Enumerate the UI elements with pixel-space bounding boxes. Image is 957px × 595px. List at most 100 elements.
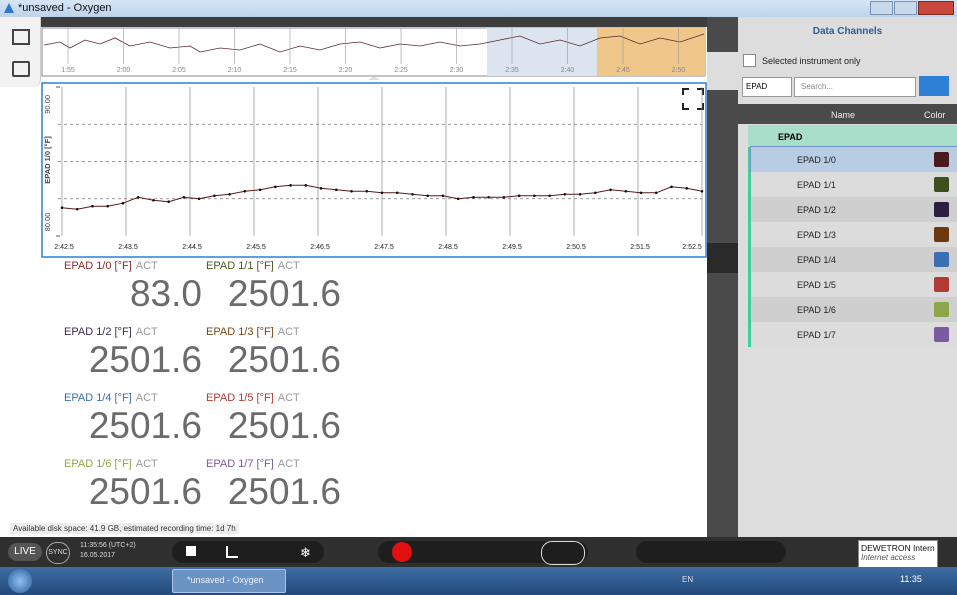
- channel-row[interactable]: EPAD 1/4: [751, 247, 957, 272]
- x-tick-label: 2:49.5: [502, 244, 522, 251]
- data-point: [472, 195, 475, 199]
- taskbar: *unsaved - Oxygen EN 11:35: [0, 567, 957, 595]
- channel-row[interactable]: EPAD 1/7: [751, 322, 957, 347]
- display-mode: ACT: [135, 326, 158, 338]
- chart-frame: [41, 82, 707, 258]
- overview-selection[interactable]: [597, 28, 705, 76]
- digital-displays: EPAD 1/0 [°F] ACT 83.0 EPAD 1/1 [°F] ACT 2501…: [40, 258, 707, 528]
- charts: 1:55 2:00 2:05 2:10 2:15 2:20 2:25 2:30 2:35 2:40…: [41, 27, 707, 258]
- status-text: Available disk space: 41.9 GB, estimated…: [10, 523, 239, 534]
- data-point: [91, 204, 94, 208]
- channel-list: EPAD 1/0 EPAD 1/1 EPAD 1/2 EPAD 1/3 EPAD 1/4…: [750, 146, 957, 347]
- channel-row[interactable]: EPAD 1/6: [751, 297, 957, 322]
- checkbox[interactable]: [743, 54, 756, 67]
- display-label: EPAD 1/0 [°F] ACT: [64, 260, 158, 272]
- print-button[interactable]: [12, 61, 30, 77]
- windows-button[interactable]: [12, 29, 30, 45]
- data-point: [563, 192, 567, 196]
- channel-row[interactable]: EPAD 1/0: [750, 146, 957, 173]
- start-button[interactable]: [8, 569, 32, 593]
- info-tab[interactable]: [707, 243, 738, 273]
- close-button[interactable]: [918, 1, 954, 15]
- channel-row[interactable]: EPAD 1/2: [751, 197, 957, 222]
- data-point: [289, 184, 292, 187]
- data-point: [700, 190, 704, 193]
- channel-row[interactable]: EPAD 1/5: [751, 272, 957, 297]
- open-button[interactable]: [541, 541, 585, 565]
- data-point: [304, 184, 308, 187]
- sync-button[interactable]: SYNC: [46, 542, 70, 564]
- data-point: [152, 198, 155, 202]
- channel-row[interactable]: EPAD 1/3: [751, 222, 957, 247]
- taskbar-window-button[interactable]: *unsaved - Oxygen: [172, 569, 286, 593]
- minimize-button[interactable]: [870, 1, 894, 15]
- data-point: [639, 191, 643, 195]
- y-axis-label: EPAD 1/0 [°F]: [43, 136, 52, 184]
- data-point: [60, 206, 64, 209]
- display-mode: ACT: [277, 326, 300, 338]
- data-point: [517, 194, 521, 198]
- channel-name: EPAD 1/1: [797, 180, 836, 190]
- x-tick-label: 2:46.5: [310, 244, 330, 251]
- collapse-handle[interactable]: [368, 76, 380, 80]
- channel-color: [934, 202, 949, 217]
- overview-tick-label: 2:05: [172, 67, 186, 74]
- channel-name: EPAD 1/0: [797, 155, 836, 165]
- tooltip: DEWETRON Intern Internet access: [858, 540, 938, 570]
- overview-window[interactable]: [487, 28, 597, 76]
- add-button[interactable]: [919, 76, 949, 96]
- live-button[interactable]: LIVE: [8, 543, 42, 561]
- expand-icon[interactable]: [682, 88, 704, 110]
- channel-name: EPAD 1/6: [797, 305, 836, 315]
- freeze-button[interactable]: ❄: [300, 545, 311, 560]
- search-input[interactable]: Search...: [794, 77, 916, 97]
- data-point: [197, 197, 201, 201]
- channel-name: EPAD 1/2: [797, 205, 836, 215]
- taskbar-clock: 11:35: [900, 574, 922, 584]
- display-label: EPAD 1/4 [°F] ACT: [64, 392, 158, 404]
- data-point: [487, 195, 490, 199]
- record-group: [378, 541, 588, 565]
- data-point: [228, 192, 231, 196]
- maximize-button[interactable]: [894, 1, 918, 15]
- overview-tick-label: 2:50: [672, 67, 686, 74]
- display-mode: ACT: [135, 392, 158, 404]
- display-value: 83.0: [129, 273, 202, 314]
- data-point: [502, 195, 506, 199]
- overview-tick-label: 2:30: [450, 67, 464, 74]
- display-label: EPAD 1/6 [°F] ACT: [64, 458, 158, 470]
- display-value: 2501.6: [88, 405, 202, 446]
- tooltip-title: DEWETRON Intern: [861, 543, 935, 553]
- display-channel: EPAD 1/0 [°F]: [64, 260, 132, 272]
- channel-row[interactable]: EPAD 1/1: [751, 172, 957, 197]
- data-point: [411, 192, 414, 196]
- data-point: [121, 201, 125, 205]
- group-row[interactable]: EPAD: [748, 125, 957, 147]
- lock-button[interactable]: [186, 546, 196, 556]
- panel-title: Data Channels: [812, 26, 883, 37]
- channels-tab[interactable]: [707, 52, 738, 90]
- window-controls: [870, 1, 954, 15]
- display-label: EPAD 1/2 [°F] ACT: [64, 326, 158, 338]
- display-value: 2501.6: [227, 339, 341, 380]
- display-value: 2501.6: [227, 471, 341, 512]
- window-title: *unsaved - Oxygen: [18, 2, 112, 14]
- data-channels-panel: Data Channels Selected instrument only E…: [738, 17, 957, 537]
- data-point: [578, 192, 582, 196]
- data-point: [167, 200, 170, 204]
- record-button[interactable]: [392, 542, 412, 562]
- x-tick-label: 2:42.5: [54, 244, 74, 251]
- group-bar: [748, 147, 751, 347]
- instrument-dropdown[interactable]: EPAD: [742, 77, 792, 97]
- measure-button[interactable]: [226, 546, 238, 558]
- display-value: 2501.6: [88, 339, 202, 380]
- display-label: EPAD 1/7 [°F] ACT: [206, 458, 300, 470]
- left-toolbar: [0, 17, 41, 87]
- instrument-value: EPAD: [746, 82, 768, 91]
- language[interactable]: EN: [682, 575, 694, 584]
- channel-color: [934, 227, 949, 242]
- group-name: EPAD: [778, 132, 803, 142]
- title-bar: *unsaved - Oxygen: [0, 0, 957, 17]
- y-tick-label: 90.00: [43, 95, 52, 114]
